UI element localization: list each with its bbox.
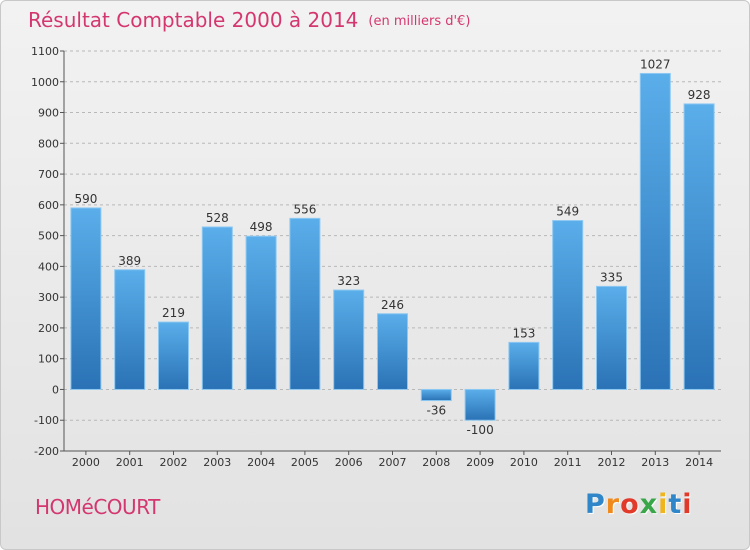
data-label-2007: 246 <box>381 298 404 312</box>
data-label-2002: 219 <box>162 306 185 320</box>
data-label-2005: 556 <box>293 202 316 216</box>
bar-2012 <box>596 285 627 390</box>
x-tick-label: 2002 <box>160 456 188 469</box>
data-label-2011: 549 <box>556 205 579 219</box>
y-tick-label: 300 <box>38 291 59 304</box>
bar-2004 <box>245 235 277 390</box>
data-label-2010: 153 <box>512 326 535 340</box>
bar-2007 <box>377 313 408 390</box>
data-label-2000: 590 <box>74 192 97 206</box>
x-tick-label: 2008 <box>422 456 450 469</box>
y-tick-label: -100 <box>34 414 59 427</box>
y-tick-label: 600 <box>38 199 59 212</box>
data-label-2012: 335 <box>600 270 623 284</box>
brand-letter: P <box>585 489 606 520</box>
bar-2000 <box>70 207 102 390</box>
bar-2010 <box>508 341 540 390</box>
brand-letter: i <box>658 489 669 520</box>
data-label-2008: -36 <box>426 404 446 418</box>
x-tick-label: 2005 <box>291 456 319 469</box>
brand-letter: x <box>639 489 659 520</box>
data-label-2004: 498 <box>250 220 273 234</box>
data-label-2006: 323 <box>337 274 360 288</box>
data-label-2009: -100 <box>466 423 493 437</box>
x-tick-label: 2006 <box>335 456 363 469</box>
y-tick-label: 1100 <box>31 45 59 58</box>
y-tick-label: 900 <box>38 107 59 120</box>
y-tick-label: 700 <box>38 168 59 181</box>
x-tick-label: 2009 <box>466 456 494 469</box>
x-tick-label: 2014 <box>685 456 713 469</box>
bar-2006 <box>333 289 365 390</box>
brand-letter: i <box>682 489 693 520</box>
commune-name: HOMéCOURT <box>35 495 160 519</box>
brand-letter: r <box>605 489 621 520</box>
proxiti-logo: Proxiti <box>585 489 693 520</box>
chart-title-text: Résultat Comptable 2000 à 2014 <box>28 8 359 32</box>
data-label-2001: 389 <box>118 254 141 268</box>
bar-2013 <box>639 72 671 390</box>
x-tick-label: 2012 <box>598 456 626 469</box>
bar-2001 <box>114 269 146 390</box>
bar-2003 <box>201 226 233 390</box>
x-tick-label: 2003 <box>203 456 231 469</box>
bar-2008 <box>420 388 452 402</box>
y-tick-label: 1000 <box>31 76 59 89</box>
data-label-2003: 528 <box>206 211 229 225</box>
y-tick-label: 500 <box>38 230 59 243</box>
y-tick-label: 100 <box>38 353 59 366</box>
brand-letter: t <box>668 489 683 520</box>
x-tick-label: 2013 <box>641 456 669 469</box>
x-tick-label: 2011 <box>554 456 582 469</box>
chart-unit: (en milliers d'€) <box>368 14 471 29</box>
x-tick-label: 2007 <box>379 456 407 469</box>
y-tick-label: 400 <box>38 260 59 273</box>
x-tick-label: 2000 <box>72 456 100 469</box>
y-tick-label: 0 <box>52 383 59 396</box>
x-tick-label: 2004 <box>247 456 275 469</box>
data-label-2013: 1027 <box>640 57 671 71</box>
bar-2009 <box>464 388 496 421</box>
x-tick-label: 2001 <box>116 456 144 469</box>
y-tick-label: -200 <box>34 445 59 458</box>
bar-2002 <box>158 321 189 390</box>
bar-2014 <box>683 103 715 390</box>
chart-title: Résultat Comptable 2000 à 2014 (en millie… <box>28 8 470 32</box>
bar-2011 <box>552 220 584 390</box>
data-label-2014: 928 <box>688 88 711 102</box>
y-tick-label: 800 <box>38 137 59 150</box>
x-tick-label: 2010 <box>510 456 538 469</box>
bar-2005 <box>289 217 321 390</box>
y-tick-label: 200 <box>38 322 59 335</box>
brand-letter: o <box>620 489 640 520</box>
